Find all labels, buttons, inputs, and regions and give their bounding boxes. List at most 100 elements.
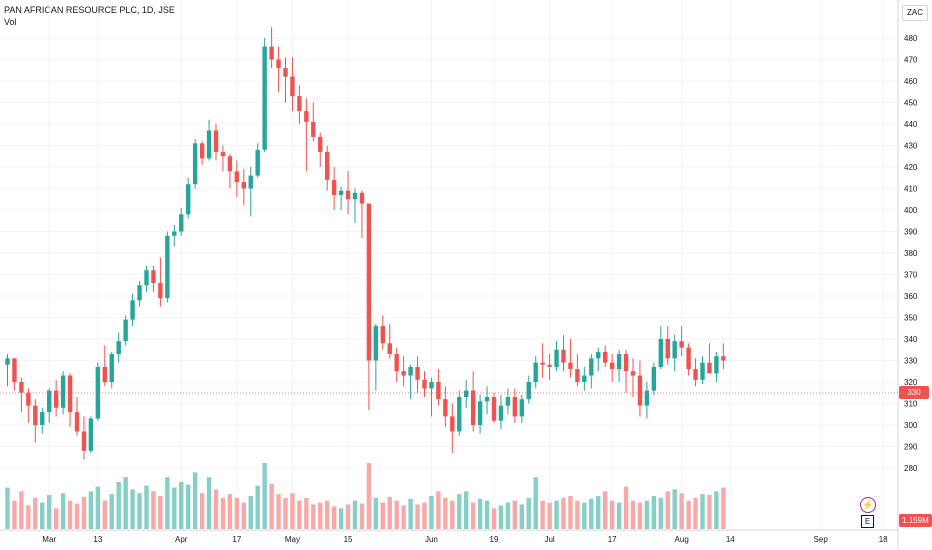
volume-bar bbox=[512, 500, 518, 529]
candle-body bbox=[297, 96, 302, 112]
volume-bar bbox=[5, 487, 10, 529]
volume-bar bbox=[213, 489, 219, 529]
y-tick-label: 300 bbox=[904, 421, 918, 430]
candle-body bbox=[658, 339, 663, 367]
volume-bar bbox=[12, 500, 17, 529]
candle-body bbox=[88, 418, 94, 451]
volume-bar bbox=[192, 472, 198, 529]
volume-bar bbox=[540, 500, 545, 529]
candle-body bbox=[693, 369, 698, 380]
volume-bar bbox=[533, 477, 538, 529]
candle-body bbox=[318, 136, 323, 152]
volume-bar bbox=[109, 494, 114, 529]
candle-body bbox=[227, 156, 233, 172]
candle-body bbox=[338, 190, 344, 195]
candle-body bbox=[102, 366, 107, 382]
chart-legend: PAN AFRICAN RESOURCE PLC, 1D, JSE Vol bbox=[4, 4, 175, 28]
x-tick-label: 15 bbox=[344, 535, 353, 544]
x-tick-label: 14 bbox=[726, 535, 735, 544]
x-tick-label: 19 bbox=[490, 535, 499, 544]
last-price-tag: 330 bbox=[899, 386, 929, 399]
volume-bar bbox=[311, 504, 316, 529]
candle-body bbox=[609, 362, 615, 370]
y-tick-label: 420 bbox=[904, 163, 918, 172]
volume-bar bbox=[331, 506, 337, 529]
volume-bar bbox=[665, 491, 670, 529]
volume-bar bbox=[151, 491, 156, 529]
volume-bar bbox=[686, 500, 691, 529]
candle-body bbox=[596, 351, 601, 359]
candle-body bbox=[429, 382, 434, 389]
candle-body bbox=[721, 356, 726, 361]
candle-body bbox=[165, 235, 170, 299]
lightning-icon[interactable]: ⚡ bbox=[860, 497, 876, 513]
x-tick-label: Jun bbox=[425, 535, 438, 544]
candle-body bbox=[707, 362, 712, 374]
grid-lines bbox=[0, 0, 898, 530]
volume-bar bbox=[394, 500, 399, 529]
x-tick-label: Jul bbox=[544, 535, 554, 544]
volume-bar bbox=[158, 496, 163, 529]
volume-bar bbox=[526, 497, 531, 529]
candle-body bbox=[290, 76, 295, 97]
volume-bar bbox=[53, 508, 59, 529]
volume-bar bbox=[568, 496, 573, 529]
candle-body bbox=[109, 354, 114, 382]
y-tick-label: 380 bbox=[904, 249, 918, 258]
candle-body bbox=[5, 358, 10, 365]
candle-body bbox=[637, 375, 643, 406]
volume-bar bbox=[269, 483, 274, 529]
candle-body bbox=[234, 171, 240, 183]
candle-body bbox=[60, 375, 66, 408]
candle-body bbox=[199, 143, 205, 159]
volume-bar bbox=[491, 508, 497, 529]
volume-bar bbox=[137, 493, 142, 529]
volume-bar bbox=[352, 500, 358, 529]
volume-bar bbox=[290, 493, 295, 529]
candle-body bbox=[331, 179, 337, 195]
candle-body bbox=[644, 390, 650, 406]
candle-body bbox=[484, 397, 490, 402]
candle-body bbox=[26, 392, 31, 406]
y-tick-label: 460 bbox=[904, 77, 918, 86]
volume-bar bbox=[172, 487, 177, 529]
candle-body bbox=[304, 111, 309, 122]
candle-body bbox=[186, 184, 191, 215]
candle-body bbox=[394, 354, 399, 372]
volume-bar bbox=[262, 463, 267, 529]
volume-bar bbox=[60, 493, 66, 529]
candle-body bbox=[415, 366, 420, 380]
y-tick-label: 440 bbox=[904, 120, 918, 129]
candle-body bbox=[172, 231, 177, 236]
volume-bar bbox=[380, 502, 385, 529]
volume-bar bbox=[589, 498, 594, 529]
candle-body bbox=[47, 390, 52, 413]
candle-body bbox=[12, 358, 17, 382]
candle-body bbox=[477, 401, 483, 425]
volume-bar bbox=[26, 505, 31, 529]
volume-bar bbox=[199, 493, 205, 529]
candle-body bbox=[512, 397, 518, 417]
volume-bar bbox=[102, 500, 107, 529]
volume-bar bbox=[318, 502, 323, 529]
volume-bar bbox=[255, 485, 260, 529]
x-tick-label: Mar bbox=[42, 535, 56, 544]
volume-bar bbox=[450, 500, 455, 529]
currency-button[interactable]: ZAC bbox=[902, 5, 928, 21]
volume-bar bbox=[547, 502, 552, 529]
volume-bar bbox=[484, 500, 490, 529]
x-tick-label: Apr bbox=[175, 535, 188, 544]
earnings-icon[interactable]: E bbox=[861, 515, 874, 528]
candle-body bbox=[603, 351, 608, 363]
x-tick-label: Aug bbox=[675, 535, 689, 544]
y-tick-label: 350 bbox=[904, 314, 918, 323]
volume-bar bbox=[630, 500, 636, 529]
candle-body bbox=[53, 390, 59, 408]
y-tick-label: 370 bbox=[904, 271, 918, 280]
volume-bar bbox=[47, 495, 52, 529]
volume-bar bbox=[179, 481, 184, 529]
y-tick-label: 280 bbox=[904, 464, 918, 473]
volume-bar bbox=[672, 489, 677, 529]
x-tick-label: 13 bbox=[93, 535, 102, 544]
